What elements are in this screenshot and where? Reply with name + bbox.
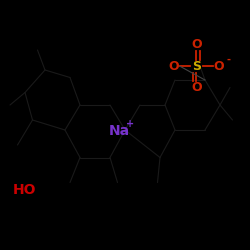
Text: +: + xyxy=(126,119,134,129)
Text: S: S xyxy=(192,60,201,73)
Text: O: O xyxy=(191,38,202,52)
Text: O: O xyxy=(168,60,179,73)
Text: HO: HO xyxy=(12,183,36,197)
Text: O: O xyxy=(191,81,202,94)
Text: -: - xyxy=(226,55,230,65)
Text: Na: Na xyxy=(109,124,130,138)
Text: O: O xyxy=(214,60,224,73)
